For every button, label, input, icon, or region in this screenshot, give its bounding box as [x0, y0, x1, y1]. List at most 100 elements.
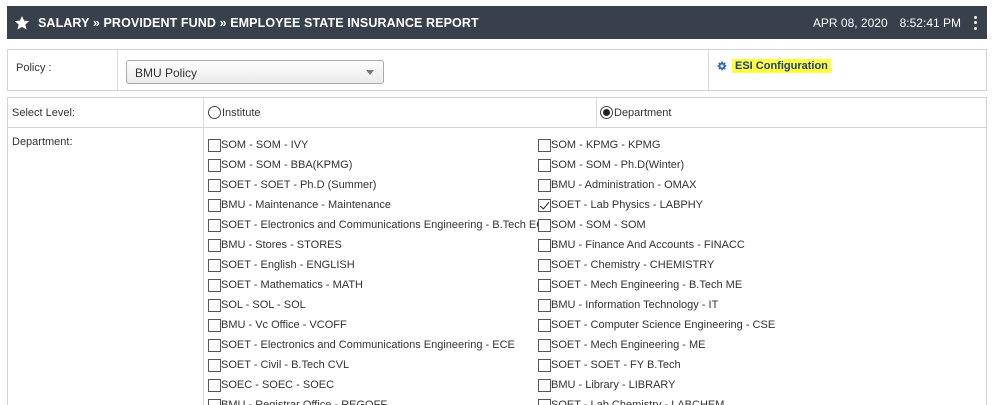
checkbox-label: SOM - SOM - BBA(KPMG)	[221, 159, 353, 171]
department-checkbox-item[interactable]: SOET - Mathematics - MATH	[208, 275, 552, 295]
department-checkbox-item[interactable]: SOET - English - ENGLISH	[208, 255, 552, 275]
checkbox[interactable]	[538, 338, 551, 352]
checkbox-label: BMU - Maintenance - Maintenance	[221, 199, 391, 211]
divider	[708, 50, 709, 90]
department-checkbox-item[interactable]: SOET - Lab Chemistry - LABCHEM	[538, 395, 775, 405]
checkbox[interactable]	[208, 158, 221, 172]
checkbox-label: SOEC - SOEC - SOEC	[221, 379, 335, 391]
radio-button[interactable]	[208, 106, 221, 119]
checkbox[interactable]	[538, 238, 551, 252]
checkbox[interactable]	[208, 178, 221, 192]
department-checkbox-item[interactable]: SOL - SOL - SOL	[208, 295, 552, 315]
department-checkbox-item[interactable]: SOET - Mech Engineering - B.Tech ME	[538, 275, 775, 295]
department-checkbox-item[interactable]: BMU - Vc Office - VCOFF	[208, 315, 552, 335]
department-checkbox-item[interactable]: SOM - SOM - Ph.D(Winter)	[538, 155, 775, 175]
department-checkbox-item[interactable]: SOM - SOM - BBA(KPMG)	[208, 155, 552, 175]
checkbox[interactable]	[208, 218, 221, 232]
page-title: SALARY » PROVIDENT FUND » EMPLOYEE STATE…	[38, 15, 479, 30]
checkbox[interactable]	[208, 378, 221, 392]
checkbox[interactable]	[208, 258, 221, 272]
policy-select[interactable]: BMU Policy	[126, 60, 384, 84]
department-checkbox-item[interactable]: SOET - Electronics and Communications En…	[208, 215, 552, 235]
radio-department[interactable]: Department	[600, 106, 671, 119]
checkbox[interactable]	[538, 378, 551, 392]
checkbox-label: SOET - Mathematics - MATH	[221, 279, 364, 291]
department-checkbox-item[interactable]: SOET - Chemistry - CHEMISTRY	[538, 255, 775, 275]
dropdown-arrow-icon	[366, 70, 374, 75]
radio-label: Department	[614, 106, 672, 119]
checkbox-label: SOET - Lab Physics - LABPHY	[551, 199, 704, 211]
department-panel: Department: SOM - SOM - IVY SOM - SOM - B…	[7, 127, 987, 405]
checkbox-label: SOL - SOL - SOL	[221, 299, 306, 311]
department-checkbox-item[interactable]: SOET - SOET - Ph.D (Summer)	[208, 175, 552, 195]
header-time: 8:52:41 PM	[899, 15, 961, 30]
checkbox[interactable]	[538, 178, 551, 192]
checkbox-label: BMU - Library - LIBRARY	[551, 379, 676, 391]
divider	[117, 50, 118, 90]
select-level-row: Select Level: Institute Department	[7, 97, 987, 129]
radio-label: Institute	[222, 106, 261, 119]
department-checkbox-item[interactable]: BMU - Library - LIBRARY	[538, 375, 775, 395]
checkbox[interactable]	[538, 258, 551, 272]
divider	[203, 128, 204, 405]
policy-label: Policy :	[16, 62, 52, 74]
department-checkbox-item[interactable]: BMU - Maintenance - Maintenance	[208, 195, 552, 215]
checkbox-label: BMU - Stores - STORES	[221, 239, 342, 251]
gear-icon	[717, 61, 727, 71]
department-checkbox-item[interactable]: BMU - Administration - OMAX	[538, 175, 775, 195]
checkbox-label: SOET - Civil - B.Tech CVL	[221, 359, 350, 371]
checkbox-label: SOET - Chemistry - CHEMISTRY	[551, 259, 715, 271]
checkbox-label: SOM - KPMG - KPMG	[551, 139, 661, 151]
radio-button[interactable]	[600, 106, 613, 119]
checkbox[interactable]	[538, 298, 551, 312]
checkbox[interactable]	[208, 278, 221, 292]
department-checkbox-item[interactable]: BMU - Registrar Office - REGOFF	[208, 395, 552, 405]
department-checkbox-item[interactable]: BMU - Information Technology - IT	[538, 295, 775, 315]
department-checkbox-item[interactable]: SOET - Electronics and Communications En…	[208, 335, 552, 355]
checkbox-label: SOM - SOM - SOM	[551, 219, 646, 231]
checkbox[interactable]	[538, 398, 551, 405]
checkbox[interactable]	[538, 318, 551, 332]
checkbox[interactable]	[538, 218, 551, 232]
checkbox[interactable]	[208, 398, 221, 405]
checkbox-label: SOET - SOET - FY B.Tech	[551, 359, 681, 371]
checkbox[interactable]	[538, 158, 551, 172]
kebab-menu-icon[interactable]	[969, 14, 981, 32]
checkbox[interactable]	[208, 318, 221, 332]
star-icon[interactable]	[14, 15, 30, 31]
checkbox[interactable]	[538, 278, 551, 292]
checkbox-label: SOET - Lab Chemistry - LABCHEM	[551, 399, 725, 405]
esi-configuration-link[interactable]: ESI Configuration	[717, 59, 831, 73]
checkbox[interactable]	[208, 298, 221, 312]
checkbox[interactable]	[538, 198, 551, 212]
department-checkbox-item[interactable]: SOM - KPMG - KPMG	[538, 135, 775, 155]
radio-institute[interactable]: Institute	[208, 106, 261, 119]
checkbox-label: SOM - SOM - Ph.D(Winter)	[551, 159, 685, 171]
department-checkbox-item[interactable]: BMU - Stores - STORES	[208, 235, 552, 255]
department-checkbox-item[interactable]: SOET - Mech Engineering - ME	[538, 335, 775, 355]
department-checkbox-item[interactable]: SOM - SOM - SOM	[538, 215, 775, 235]
department-checkbox-item[interactable]: SOM - SOM - IVY	[208, 135, 552, 155]
checkbox[interactable]	[538, 358, 551, 372]
checkbox[interactable]	[538, 138, 551, 152]
department-checkbox-item[interactable]: SOET - Computer Science Engineering - CS…	[538, 315, 775, 335]
divider	[596, 98, 597, 129]
checkbox[interactable]	[208, 138, 221, 152]
checkbox-label: SOET - Electronics and Communications En…	[221, 219, 552, 231]
department-checkbox-item[interactable]: SOET - Civil - B.Tech CVL	[208, 355, 552, 375]
policy-panel: Policy : BMU Policy ESI Configuration	[7, 49, 987, 91]
checkbox[interactable]	[208, 338, 221, 352]
checkbox[interactable]	[208, 198, 221, 212]
checkbox-label: SOET - Computer Science Engineering - CS…	[551, 319, 776, 331]
esi-configuration-label[interactable]: ESI Configuration	[732, 59, 831, 73]
checkbox-label: SOET - Electronics and Communications En…	[221, 339, 515, 351]
checkbox[interactable]	[208, 358, 221, 372]
department-label: Department:	[12, 136, 73, 148]
checkbox-label: BMU - Finance And Accounts - FINACC	[551, 239, 745, 251]
department-checkbox-item[interactable]: SOET - SOET - FY B.Tech	[538, 355, 775, 375]
department-checkbox-item[interactable]: SOET - Lab Physics - LABPHY	[538, 195, 775, 215]
department-checkbox-item[interactable]: SOEC - SOEC - SOEC	[208, 375, 552, 395]
page-header: SALARY » PROVIDENT FUND » EMPLOYEE STATE…	[7, 6, 987, 39]
checkbox[interactable]	[208, 238, 221, 252]
department-checkbox-item[interactable]: BMU - Finance And Accounts - FINACC	[538, 235, 775, 255]
